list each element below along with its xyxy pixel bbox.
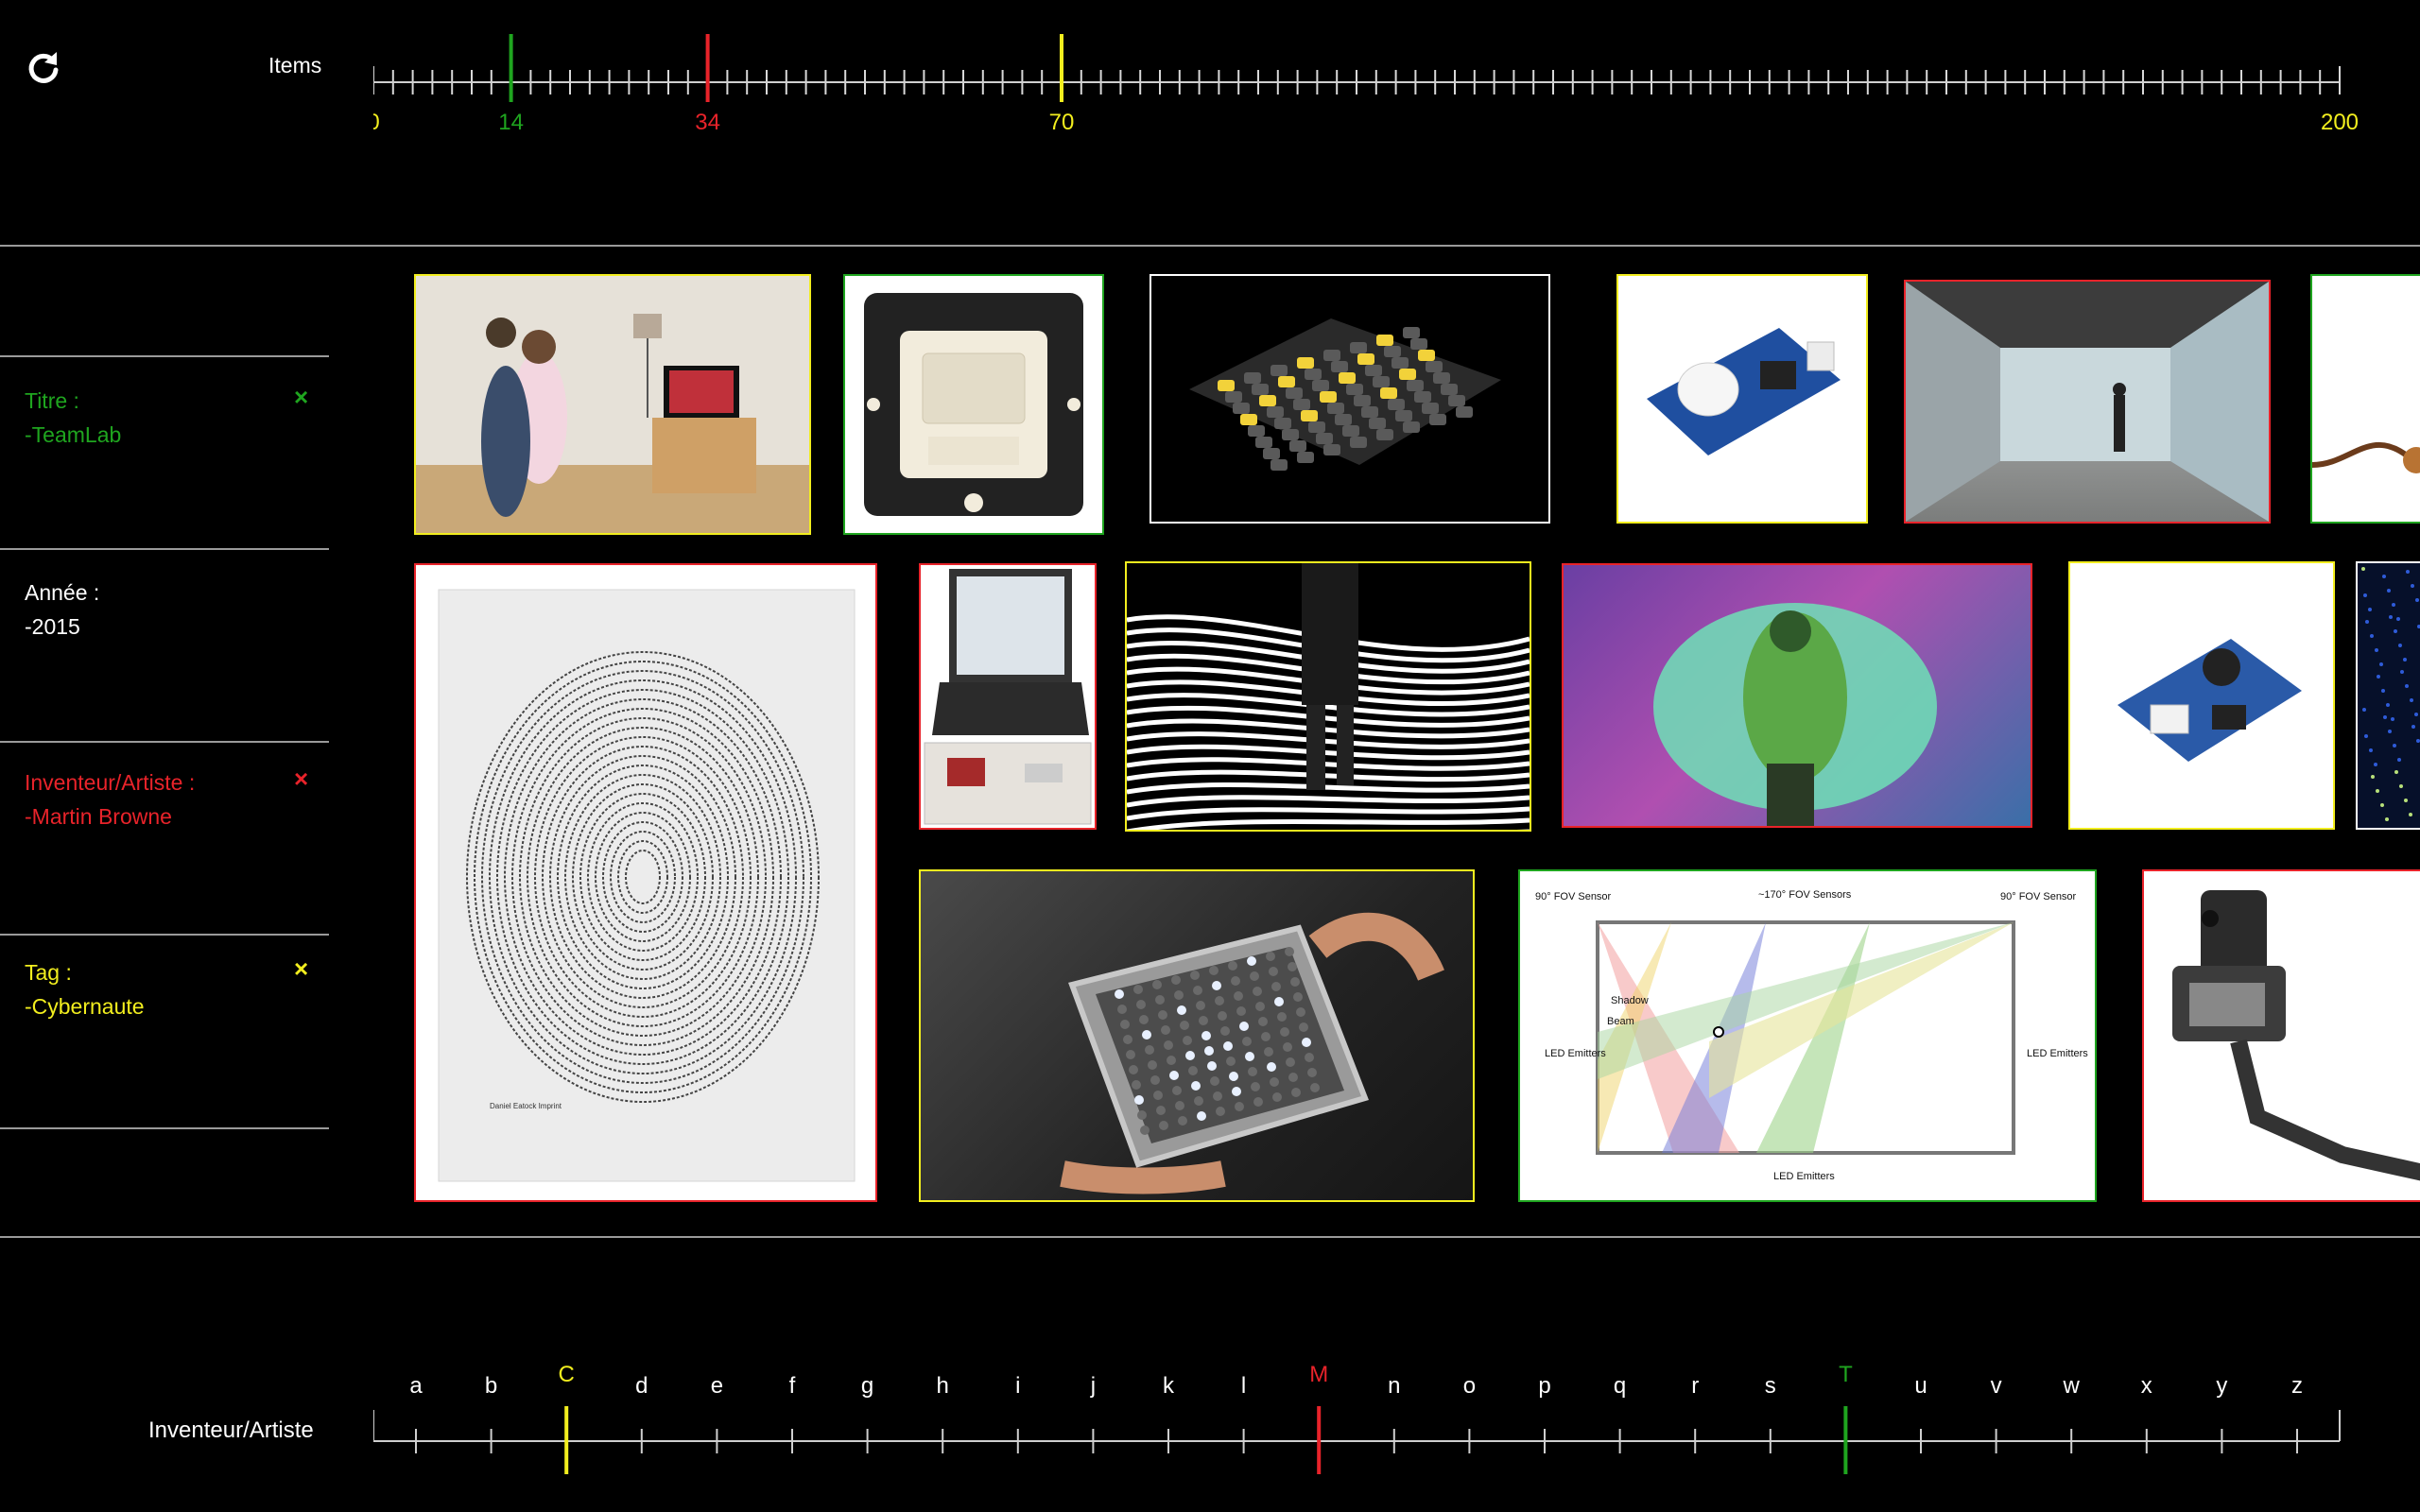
items-scale-label: Items: [268, 53, 322, 77]
filter-year-label: Année :: [25, 580, 100, 605]
alphabet-letter-k[interactable]: k: [1163, 1373, 1175, 1399]
filter-inventor: Inventeur/Artiste : -Martin Browne ×: [25, 765, 308, 833]
filter-inventor-label: Inventeur/Artiste :: [25, 770, 196, 795]
filter-separator: [0, 934, 329, 936]
diagram-fov-left: 90° FOV Sensor: [1535, 891, 1612, 902]
filter-inventor-value: -Martin Browne: [25, 804, 172, 829]
alphabet-letter-q[interactable]: q: [1614, 1373, 1626, 1399]
filter-separator: [0, 355, 329, 357]
book-caption: Daniel Eatock Imprint: [490, 1102, 562, 1110]
alphabet-letter-o[interactable]: o: [1463, 1373, 1476, 1399]
card-blue-lights-partial[interactable]: [2356, 561, 2420, 830]
alphabet-letter-c[interactable]: C: [559, 1362, 575, 1387]
alphabet-letter-m[interactable]: M: [1309, 1362, 1328, 1387]
alphabet-letter-p[interactable]: p: [1538, 1373, 1550, 1399]
alphabet-letter-r[interactable]: r: [1691, 1373, 1699, 1399]
filter-tag-label: Tag :: [25, 960, 72, 985]
alphabet-letter-j[interactable]: j: [1090, 1373, 1096, 1399]
items-scale-label-value: 34: [695, 110, 720, 135]
alphabet-letter-w[interactable]: w: [2063, 1373, 2081, 1399]
filter-separator: [0, 741, 329, 743]
refresh-icon[interactable]: [25, 49, 62, 87]
remove-inventor-filter-icon[interactable]: ×: [294, 765, 309, 793]
items-count-scale[interactable]: 0 14 34 70 200: [373, 28, 2368, 142]
filter-year: Année : -2015: [25, 576, 99, 644]
filter-separator: [0, 1127, 329, 1129]
bottom-divider: [0, 1236, 2420, 1238]
diagram-led-left: LED Emitters: [1545, 1048, 1606, 1059]
card-laptop-fingerprint-scanner[interactable]: [919, 563, 1097, 830]
filter-title-label: Titre :: [25, 388, 79, 413]
alphabet-letter-y[interactable]: y: [2216, 1373, 2227, 1399]
alphabet-letter-n[interactable]: n: [1388, 1373, 1400, 1399]
card-interactive-light-dancer[interactable]: [1562, 563, 2032, 828]
diagram-shadow-label: Shadow: [1611, 995, 1649, 1006]
card-fingerprint-book[interactable]: Daniel Eatock Imprint: [414, 563, 877, 1202]
alphabet-letter-e[interactable]: e: [711, 1373, 723, 1399]
alphabet-letter-x[interactable]: x: [2141, 1373, 2152, 1399]
top-divider: [0, 245, 2420, 247]
alphabet-letter-f[interactable]: f: [789, 1373, 796, 1399]
filter-title-value: -TeamLab: [25, 422, 122, 447]
alphabet-letter-z[interactable]: z: [2291, 1373, 2303, 1399]
card-tenori-on-device[interactable]: [919, 869, 1475, 1202]
filter-title: Titre : -TeamLab ×: [25, 383, 308, 452]
alphabet-letter-h[interactable]: h: [937, 1373, 949, 1399]
card-pir-sensor-module[interactable]: [1616, 274, 1868, 524]
alphabet-letter-s[interactable]: s: [1765, 1373, 1776, 1399]
items-scale-ticks: [373, 66, 2341, 94]
card-projection-corridor[interactable]: [1904, 280, 2271, 524]
card-kinect-players[interactable]: [414, 274, 811, 535]
items-scale-label-value: 70: [1049, 110, 1075, 135]
alphabet-letter-b[interactable]: b: [485, 1373, 497, 1399]
filter-tag: Tag : -Cybernaute ×: [25, 954, 308, 1023]
alphabet-letter-u[interactable]: u: [1914, 1373, 1927, 1399]
remove-title-filter-icon[interactable]: ×: [294, 383, 309, 411]
alphabet-letter-d[interactable]: d: [635, 1373, 648, 1399]
card-sound-sensor-module[interactable]: [2068, 561, 2335, 830]
items-scale-label-value: 0: [373, 110, 380, 135]
filter-separator: [0, 548, 329, 550]
alphabet-letter-g[interactable]: g: [861, 1373, 873, 1399]
alphabet-letter-a[interactable]: a: [409, 1373, 423, 1399]
card-motion-sensor-switch[interactable]: [843, 274, 1104, 535]
remove-tag-filter-icon[interactable]: ×: [294, 954, 309, 983]
alphabet-letter-l[interactable]: l: [1241, 1373, 1246, 1399]
diagram-fov-mid: ~170° FOV Sensors: [1758, 889, 1852, 901]
card-phone-flex-cable[interactable]: [2142, 869, 2420, 1202]
diagram-led-bottom: LED Emitters: [1773, 1171, 1835, 1182]
items-scale-label-value: 14: [498, 110, 524, 135]
card-cable-partial[interactable]: [2310, 274, 2420, 524]
alphabet-scale-label: Inventeur/Artiste: [148, 1418, 314, 1443]
alphabet-letter-i[interactable]: i: [1015, 1373, 1020, 1399]
card-striped-light-floor[interactable]: [1125, 561, 1531, 832]
alphabet-letter-t[interactable]: T: [1839, 1362, 1853, 1387]
card-led-touch-diagram[interactable]: 90° FOV Sensor ~170° FOV Sensors 90° FOV…: [1518, 869, 2097, 1202]
alphabet-letter-v[interactable]: v: [1991, 1373, 2002, 1399]
diagram-beam-label: Beam: [1607, 1016, 1634, 1027]
items-scale-label-value: 200: [2321, 110, 2359, 135]
diagram-fov-right: 90° FOV Sensor: [2000, 891, 2077, 902]
filter-tag-value: -Cybernaute: [25, 994, 145, 1019]
filter-year-value: -2015: [25, 614, 80, 639]
card-led-button-grid[interactable]: [1150, 274, 1550, 524]
diagram-led-right: LED Emitters: [2027, 1048, 2088, 1059]
